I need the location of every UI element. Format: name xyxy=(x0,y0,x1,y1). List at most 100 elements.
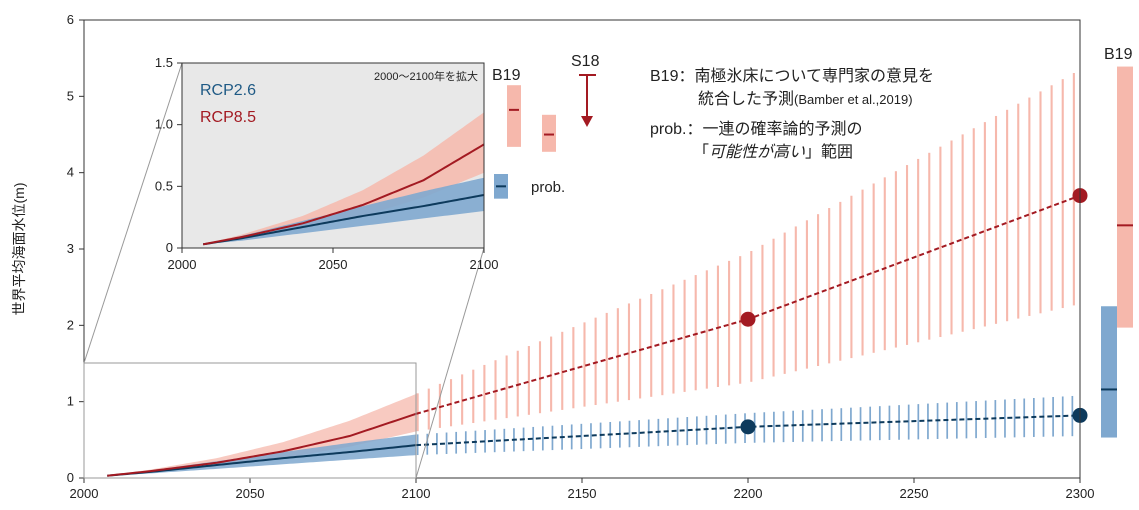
rcp85-band-stripe xyxy=(616,308,619,402)
inset-legend-rcp26: RCP2.6 xyxy=(200,82,256,99)
y-tick-label: 4 xyxy=(67,165,74,180)
rcp85-band-stripe xyxy=(1017,103,1020,319)
rcp85-band-stripe xyxy=(538,341,542,414)
rcp26-band-stripe xyxy=(1004,399,1006,438)
rcp85-band-stripe xyxy=(783,232,786,374)
inset-b19-label: B19 xyxy=(492,67,521,84)
inset-x-tick-label: 2050 xyxy=(319,257,348,272)
rcp85-band-stripe xyxy=(561,331,564,410)
rcp85-band-stripe xyxy=(505,355,508,419)
rcp85-band-stripe xyxy=(883,177,886,351)
rcp85-band-stripe xyxy=(1061,79,1064,309)
zoom-connector-left xyxy=(83,62,183,364)
zoom-connector-right xyxy=(415,247,485,479)
rcp85-band-stripe xyxy=(850,195,853,359)
rcp85-band-stripe xyxy=(494,360,497,420)
rcp85-band-stripe xyxy=(794,226,797,372)
inset-legend-rcp85: RCP8.5 xyxy=(200,109,256,126)
x-tick-label: 2150 xyxy=(568,486,597,501)
rcp85-band-stripe xyxy=(483,364,486,422)
rcp85-band-stripe xyxy=(817,214,820,366)
rcp85-band-stripe xyxy=(438,383,441,428)
rcp26-band-stripe xyxy=(1013,399,1016,438)
note-prob-open: 「 xyxy=(693,143,709,161)
rcp85-band-stripe xyxy=(516,350,519,417)
rcp26-band-stripe xyxy=(907,404,910,440)
rcp26-band-stripe xyxy=(493,429,496,453)
rcp26-band-stripe xyxy=(734,413,737,444)
inset-y-tick-label: 1.5 xyxy=(155,55,173,70)
inset-x-tick-label: 2100 xyxy=(470,257,499,272)
rcp85-band-stripe xyxy=(449,379,453,427)
note-b19-line2: 統合した予測(Bamber et al.,2019) xyxy=(698,90,913,108)
note-prob-italic: 可能性が高い xyxy=(709,143,805,161)
rcp26-inset-line xyxy=(202,193,485,246)
rcp85-inset-side-bar xyxy=(507,85,521,147)
rcp26-band-stripe xyxy=(965,401,968,439)
rcp85-marker-2200 xyxy=(740,311,756,327)
main-y-ticks: 0 1 2 3 4 5 6 xyxy=(67,12,84,485)
rcp85-band-stripe xyxy=(627,303,631,401)
rcp85-band-stripe xyxy=(861,189,864,356)
rcp85-band-stripe xyxy=(683,279,686,392)
rcp26-band-stripe xyxy=(590,423,592,449)
note-prob-line1: prob.：一連の確率論的予測の xyxy=(650,120,862,138)
rcp85-band-stripe xyxy=(1006,109,1009,322)
note-b19-cite: (Bamber et al.,2019) xyxy=(794,92,913,107)
note-b19-line1: B19：南極氷床について専門家の意見を xyxy=(650,66,934,85)
rcp85-band-stripe xyxy=(427,388,430,430)
rcp85-band-stripe xyxy=(761,244,764,380)
rcp85-band-stripe xyxy=(905,165,909,345)
inset-x-ticks: 2000 2050 2100 xyxy=(168,248,499,272)
s18-label: S18 xyxy=(571,53,600,70)
rcp85-band-stripe xyxy=(472,369,475,424)
rcp26-band-stripe xyxy=(955,402,958,439)
zoom-region-box xyxy=(83,362,417,479)
rcp85-band-stripe xyxy=(972,128,975,330)
y-tick-label: 2 xyxy=(67,317,74,332)
rcp85-band-stripe xyxy=(950,140,953,335)
inset-side-bars xyxy=(494,85,556,199)
rcp26-band-stripe xyxy=(686,417,689,446)
rcp26-band-stripe xyxy=(782,411,785,443)
rcp85-band-stripe xyxy=(939,146,942,338)
rcp85-line-dashed xyxy=(415,194,1081,415)
note-b19-text: 統合した予測 xyxy=(698,90,794,108)
rcp85-band-stripe xyxy=(583,322,586,407)
rcp26-band-stripe xyxy=(869,406,872,441)
rcp26-band-stripe xyxy=(445,432,448,454)
x-tick-label: 2300 xyxy=(1066,486,1095,501)
x-tick-label: 2000 xyxy=(70,486,99,501)
rcp85-band-stripe xyxy=(550,336,553,412)
rcp85-band-stripe xyxy=(928,152,931,340)
rcp26-band-stripe xyxy=(821,409,823,442)
rcp85-inset-side-bar xyxy=(542,114,556,152)
rcp26-band-stripe xyxy=(638,420,640,447)
rcp85-band-stripe xyxy=(1072,73,1075,306)
rcp85-band-stripe xyxy=(650,293,653,397)
rcp26-band-stripe xyxy=(532,426,535,451)
side-bars-2300 xyxy=(1101,66,1133,438)
rcp85-band-stripe xyxy=(716,265,720,388)
note-prob-close: 」範囲 xyxy=(805,143,853,161)
rcp85-inset-line xyxy=(202,143,485,246)
main-markers xyxy=(740,188,1088,435)
rcp85-band-stripe xyxy=(461,374,464,425)
rcp85-band-stripe xyxy=(805,220,808,369)
rcp26-band-stripe xyxy=(628,420,631,448)
y-tick-label: 1 xyxy=(67,394,74,409)
rcp26-band-stripe xyxy=(792,410,795,442)
rcp85-band-stripe xyxy=(672,284,675,394)
rcp85-line-solid xyxy=(107,412,417,477)
rcp85-band-stripe xyxy=(828,208,831,364)
inset-title: 2000〜2100年を拡大 xyxy=(374,69,478,83)
x-tick-label: 2200 xyxy=(734,486,763,501)
rcp85-band-stripe xyxy=(983,122,986,327)
rcp26-band-stripe xyxy=(1061,396,1064,437)
rcp85-side-bar xyxy=(1117,66,1133,328)
rcp85-band-stripe xyxy=(961,134,964,332)
rcp26-band-stripe xyxy=(580,423,583,450)
rcp85-band-stripe xyxy=(728,260,731,386)
rcp85-band-stripe xyxy=(694,275,697,391)
rcp26-band-stripe xyxy=(724,414,727,444)
